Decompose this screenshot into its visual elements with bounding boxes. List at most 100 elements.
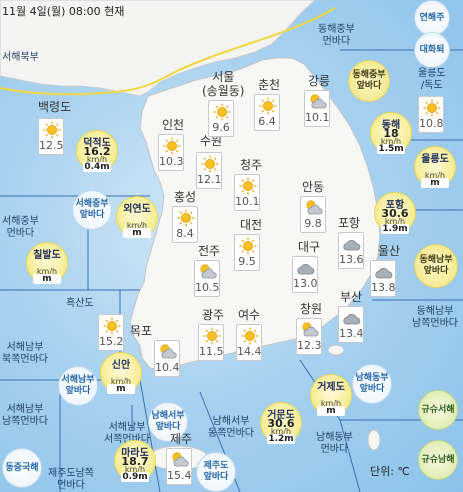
- city-name-incheon: 인천: [162, 118, 185, 132]
- badge-연해주[interactable]: 연해주: [414, 0, 450, 36]
- north-land: [0, 0, 316, 97]
- badge-대화퇴[interactable]: 대화퇴: [414, 32, 450, 68]
- wave-station-ulleungdo[interactable]: 울릉도 km/h m: [414, 146, 456, 188]
- city-name-busan: 부산: [340, 290, 363, 304]
- city-name-andong: 안동: [302, 180, 325, 194]
- badge-남해서부앞바다[interactable]: 남해서부 앞바다: [148, 402, 188, 442]
- partly-cloudy-icon: [300, 321, 320, 339]
- sea-label-흑산도: 흑산도: [66, 298, 94, 309]
- partly-cloudy-icon: [304, 199, 324, 217]
- sunny-icon: [162, 137, 182, 155]
- badge-규슈서해[interactable]: 규슈서해: [418, 390, 458, 430]
- sea-label-서해남부서쪽먼바다: 서해남부 서쪽먼바다: [104, 422, 150, 445]
- weather-card-ulleungdo[interactable]: 10.8: [418, 96, 444, 133]
- sea-label-동해남부남쪽먼바다: 동해남부 남쪽먼바다: [412, 306, 458, 329]
- badge-남해동부앞바다[interactable]: 남해동부 앞바다: [352, 364, 392, 404]
- geoje-island: [327, 344, 345, 356]
- cloudy-icon: [342, 309, 362, 327]
- sea-label-서해남부남쪽먼바다: 서해남부 남쪽먼바다: [2, 404, 48, 427]
- sea-label-서해북부: 서해북부: [2, 52, 39, 63]
- wave-station-marado[interactable]: 마라도 18.7 km/h 0.9m: [114, 440, 156, 482]
- city-name-gwangju: 광주: [202, 308, 225, 322]
- city-name-gangneung: 강릉: [308, 74, 331, 88]
- city-name-daejeon: 대전: [240, 218, 263, 232]
- cloudy-icon: [342, 235, 362, 253]
- sea-label-남해동부먼바다: 남해동부 먼바다: [316, 432, 353, 455]
- sunny-icon: [240, 327, 260, 345]
- page-title: 11월 4일(월) 08:00 현재: [2, 5, 125, 18]
- weather-card-gwangju[interactable]: 11.5: [198, 324, 224, 361]
- cloudy-icon: [374, 263, 394, 281]
- wave-station-chilbaldo[interactable]: 칠발도 km/h m: [26, 242, 68, 284]
- wave-station-geojedo[interactable]: 거제도 km/h m: [310, 374, 352, 416]
- weather-card-mokpo[interactable]: 10.4: [154, 340, 180, 377]
- city-name-ulsan: 울산: [378, 244, 401, 258]
- weather-card-pohang[interactable]: 13.6: [338, 232, 364, 269]
- city-name-daegu: 대구: [298, 240, 321, 254]
- city-name-suwon: 수원: [200, 134, 223, 148]
- sea-label-동해중부먼바다: 동해중부 먼바다: [318, 24, 355, 47]
- weather-card-busan[interactable]: 13.4: [338, 306, 364, 343]
- sunny-icon: [422, 99, 442, 117]
- city-name-seoul: 서울 (송월동): [202, 70, 245, 98]
- wave-station-oeyeondo[interactable]: 외연도 km/h m: [116, 196, 158, 238]
- city-name-yeosu: 여수: [238, 308, 261, 322]
- weather-card-andong[interactable]: 9.8: [300, 196, 326, 233]
- weather-card-incheon[interactable]: 10.3: [158, 134, 184, 171]
- weather-card-chuncheon[interactable]: 6.4: [254, 94, 280, 131]
- weather-card-suwon[interactable]: 12.1: [196, 152, 222, 189]
- wave-station-donghae[interactable]: 동해 18 km/h 1.5m: [370, 112, 412, 154]
- weather-card-baengnyeongdo[interactable]: 12.5: [38, 118, 64, 155]
- weather-card-jeju[interactable]: 15.4: [166, 448, 192, 485]
- city-name-changwon: 창원: [300, 302, 323, 316]
- badge-서해남부앞바다[interactable]: 서해남부 앞바다: [58, 366, 98, 406]
- wave-station-sinan[interactable]: 신안 km/h m: [100, 352, 142, 394]
- city-name-jeju: 제주: [170, 432, 193, 446]
- weather-card-ulsan[interactable]: 13.8: [370, 260, 396, 297]
- tsushima-island: [367, 429, 381, 451]
- badge-동중국해[interactable]: 동중국해: [2, 448, 42, 488]
- city-name-hongseong: 홍성: [174, 190, 197, 204]
- sea-label-울릉도독도: 울릉도 /독도: [418, 68, 446, 91]
- weather-card-daegu[interactable]: 13.0: [292, 256, 318, 293]
- city-name-baengnyeongdo: 백령도: [38, 100, 72, 114]
- sunny-icon: [102, 317, 122, 335]
- badge-서해중부앞바다[interactable]: 서해중부 앞바다: [72, 190, 112, 230]
- city-name-cheongju: 청주: [240, 158, 263, 172]
- wave-station-deokjeokdo[interactable]: 덕적도 16.2 km/h 0.4m: [76, 130, 118, 172]
- badge-규슈남해[interactable]: 규슈남해: [418, 440, 458, 480]
- wave-station-pohang[interactable]: 포항 30.6 km/h 1.9m: [374, 192, 416, 234]
- weather-card-gangneung[interactable]: 10.1: [304, 90, 330, 127]
- sunny-icon: [42, 121, 62, 139]
- city-name-mokpo: 목포: [130, 324, 153, 338]
- sunny-icon: [238, 177, 258, 195]
- badge-제주도앞바다[interactable]: 제주도 앞바다: [196, 452, 236, 492]
- badge-동해남부앞바다[interactable]: 동해남부 앞바다: [414, 244, 458, 288]
- city-name-pohang: 포항: [338, 216, 361, 230]
- sea-label-남해서부동쪽먼바다: 남해서부 동쪽먼바다: [208, 416, 254, 439]
- weather-card-heuksando[interactable]: 15.2: [98, 314, 124, 351]
- weather-card-daejeon[interactable]: 9.5: [234, 234, 260, 271]
- sunny-icon: [258, 97, 278, 115]
- nll-line: [0, 7, 336, 96]
- wave-station-geomundo[interactable]: 거문도 30.6 km/h 1.2m: [260, 402, 302, 444]
- weather-card-cheongju[interactable]: 10.1: [234, 174, 260, 211]
- partly-cloudy-icon: [158, 343, 178, 361]
- unit-label: 단위: ℃: [370, 465, 410, 478]
- partly-cloudy-icon: [170, 451, 190, 469]
- partly-cloudy-icon: [198, 263, 218, 281]
- sea-label-서해중부먼바다: 서해중부 먼바다: [2, 216, 39, 239]
- sunny-icon: [212, 103, 232, 121]
- weather-card-changwon[interactable]: 12.3: [296, 318, 322, 355]
- weather-card-hongseong[interactable]: 8.4: [172, 206, 198, 243]
- sunny-icon: [200, 155, 220, 173]
- sunny-icon: [176, 209, 196, 227]
- badge-동해중부앞바다[interactable]: 동해중부 앞바다: [348, 60, 390, 102]
- weather-card-jeonju[interactable]: 10.5: [194, 260, 220, 297]
- sea-label-제주도남쪽먼바다: 제주도남쪽 먼바다: [48, 468, 94, 491]
- partly-cloudy-icon: [308, 93, 328, 111]
- weather-card-yeosu[interactable]: 14.4: [236, 324, 262, 361]
- weather-card-seoul[interactable]: 9.6: [208, 100, 234, 137]
- cloudy-icon: [296, 259, 316, 277]
